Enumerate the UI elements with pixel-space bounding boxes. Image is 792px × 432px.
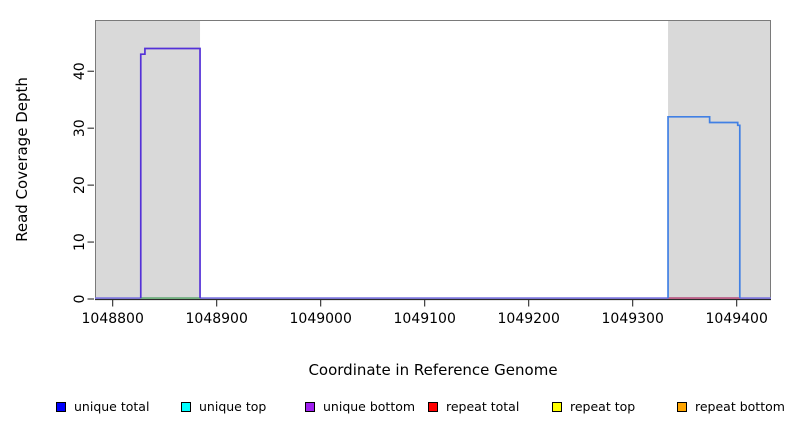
y-tick-label: 10 bbox=[72, 233, 88, 251]
x-axis-title: Coordinate in Reference Genome bbox=[308, 361, 557, 379]
legend-swatch-unique-total bbox=[56, 402, 66, 412]
x-tick-label: 1049200 bbox=[498, 311, 560, 327]
legend-label-repeat-top: repeat top bbox=[570, 399, 636, 414]
chart-legend: unique total unique top unique bottom re… bbox=[0, 398, 792, 418]
x-tick-label: 1048800 bbox=[82, 311, 144, 327]
repeat-region-shade bbox=[668, 20, 771, 299]
x-tick-label: 1049400 bbox=[706, 311, 768, 327]
legend-swatch-repeat-top bbox=[552, 402, 562, 412]
x-tick-label: 1049300 bbox=[602, 311, 664, 327]
legend-swatch-unique-top bbox=[181, 402, 191, 412]
y-tick-label: 20 bbox=[72, 176, 88, 194]
legend-label-unique-bottom: unique bottom bbox=[323, 399, 416, 414]
x-tick-label: 1049000 bbox=[290, 311, 352, 327]
x-tick-label: 1048900 bbox=[186, 311, 248, 327]
y-tick-label: 30 bbox=[72, 119, 88, 137]
y-tick-label: 0 bbox=[72, 295, 88, 304]
legend-label-repeat-bottom: repeat bottom bbox=[695, 399, 785, 414]
legend-item-unique-top: unique top bbox=[181, 398, 266, 416]
legend-item-unique-total: unique total bbox=[56, 398, 149, 416]
legend-item-repeat-top: repeat top bbox=[552, 398, 635, 416]
y-axis-title: Read Coverage Depth bbox=[13, 77, 31, 242]
legend-item-unique-bottom: unique bottom bbox=[305, 398, 415, 416]
y-tick-label: 40 bbox=[72, 62, 88, 80]
x-tick-label: 1049100 bbox=[394, 311, 456, 327]
legend-swatch-unique-bottom bbox=[305, 402, 315, 412]
legend-item-repeat-bottom: repeat bottom bbox=[677, 398, 785, 416]
legend-label-unique-top: unique top bbox=[199, 399, 267, 414]
coverage-step-line bbox=[667, 115, 741, 299]
legend-item-repeat-total: repeat total bbox=[428, 398, 519, 416]
coverage-step-line bbox=[139, 47, 201, 299]
legend-label-unique-total: unique total bbox=[74, 399, 150, 414]
legend-swatch-repeat-total bbox=[428, 402, 438, 412]
read-coverage-chart: 1048800 1048900 1049000 1049100 1049200 10493… bbox=[13, 20, 771, 379]
repeat-region-shade bbox=[95, 20, 201, 299]
legend-swatch-repeat-bottom bbox=[677, 402, 687, 412]
legend-label-repeat-total: repeat total bbox=[446, 399, 520, 414]
